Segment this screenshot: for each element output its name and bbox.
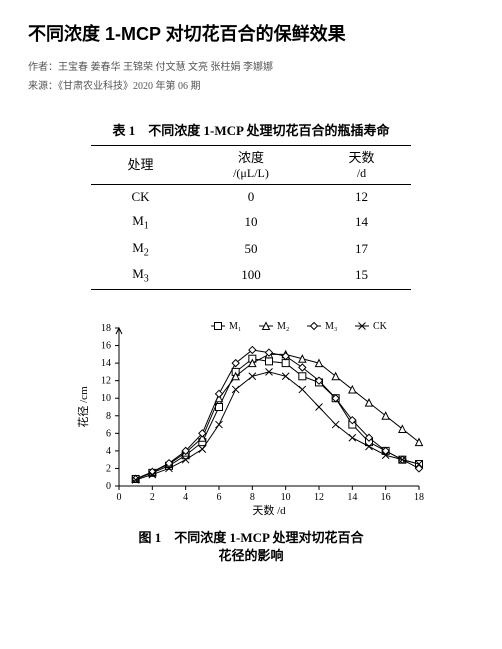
- svg-text:天数 /d: 天数 /d: [252, 504, 286, 517]
- chart-section: 0 2 4 6 8 10 12 14 16 18 0 2 4 6 8 10 12 14 16 18 天数 /d 花径 /c…: [28, 318, 474, 565]
- chart-caption: 图 1 不同浓度 1-MCP 处理对切花百合 花径的影响: [28, 529, 474, 565]
- cell-days: 14: [312, 209, 411, 236]
- table-header-row: 处理 浓度 /(μL/L) 天数 /d: [91, 146, 411, 185]
- svg-text:6: 6: [106, 428, 111, 439]
- svg-text:18: 18: [101, 323, 111, 334]
- svg-text:16: 16: [381, 492, 391, 503]
- col-days: 天数 /d: [312, 146, 411, 185]
- vase-life-table: 处理 浓度 /(μL/L) 天数 /d CK012M11014M25017M31…: [91, 145, 411, 290]
- cell-concentration: 50: [190, 236, 312, 263]
- svg-text:0: 0: [117, 492, 122, 503]
- cell-days: 12: [312, 184, 411, 209]
- cell-treatment: M2: [91, 236, 190, 263]
- cell-treatment: M3: [91, 262, 190, 289]
- svg-text:2: 2: [106, 463, 111, 474]
- table-section: 表 1 不同浓度 1-MCP 处理切花百合的瓶插寿命 处理 浓度 /(μL/L)…: [28, 120, 474, 290]
- table-row: M11014: [91, 209, 411, 236]
- svg-text:M₁: M₁: [229, 321, 241, 332]
- flower-diameter-chart: 0 2 4 6 8 10 12 14 16 18 0 2 4 6 8 10 12 14 16 18 天数 /d 花径 /c…: [71, 318, 431, 518]
- svg-text:12: 12: [314, 492, 324, 503]
- svg-text:4: 4: [183, 492, 188, 503]
- table-row: M25017: [91, 236, 411, 263]
- svg-text:12: 12: [101, 375, 111, 386]
- page-title: 不同浓度 1-MCP 对切花百合的保鲜效果: [28, 20, 474, 46]
- authors-label: 作者：: [28, 62, 58, 73]
- svg-text:0: 0: [106, 481, 111, 492]
- svg-text:16: 16: [101, 340, 111, 351]
- cell-concentration: 10: [190, 209, 312, 236]
- svg-text:4: 4: [106, 446, 111, 457]
- svg-text:10: 10: [281, 492, 291, 503]
- source-label: 来源：: [28, 81, 58, 92]
- source-text: 《甘肃农业科技》2020 年第 06 期: [58, 81, 201, 92]
- col-treatment: 处理: [91, 146, 190, 185]
- cell-days: 15: [312, 262, 411, 289]
- svg-text:18: 18: [414, 492, 424, 503]
- svg-text:14: 14: [347, 492, 357, 503]
- authors-text: 王宝春 姜春华 王锦荣 付文慧 文亮 张柱娟 李娜娜: [58, 62, 273, 73]
- svg-text:M₂: M₂: [277, 321, 289, 332]
- cell-days: 17: [312, 236, 411, 263]
- source-line: 来源：《甘肃农业科技》2020 年第 06 期: [28, 77, 474, 92]
- cell-treatment: CK: [91, 184, 190, 209]
- table-row: CK012: [91, 184, 411, 209]
- svg-text:8: 8: [106, 411, 111, 422]
- svg-text:M₃: M₃: [325, 321, 337, 332]
- svg-text:2: 2: [150, 492, 155, 503]
- svg-text:CK: CK: [373, 321, 388, 332]
- authors-line: 作者：王宝春 姜春华 王锦荣 付文慧 文亮 张柱娟 李娜娜: [28, 58, 474, 73]
- svg-text:14: 14: [101, 358, 111, 369]
- svg-text:8: 8: [250, 492, 255, 503]
- svg-text:6: 6: [217, 492, 222, 503]
- table-title: 表 1 不同浓度 1-MCP 处理切花百合的瓶插寿命: [28, 120, 474, 139]
- table-row: M310015: [91, 262, 411, 289]
- svg-text:花径 /cm: 花径 /cm: [77, 386, 90, 428]
- cell-concentration: 100: [190, 262, 312, 289]
- col-concentration: 浓度 /(μL/L): [190, 146, 312, 185]
- svg-text:10: 10: [101, 393, 111, 404]
- cell-treatment: M1: [91, 209, 190, 236]
- cell-concentration: 0: [190, 184, 312, 209]
